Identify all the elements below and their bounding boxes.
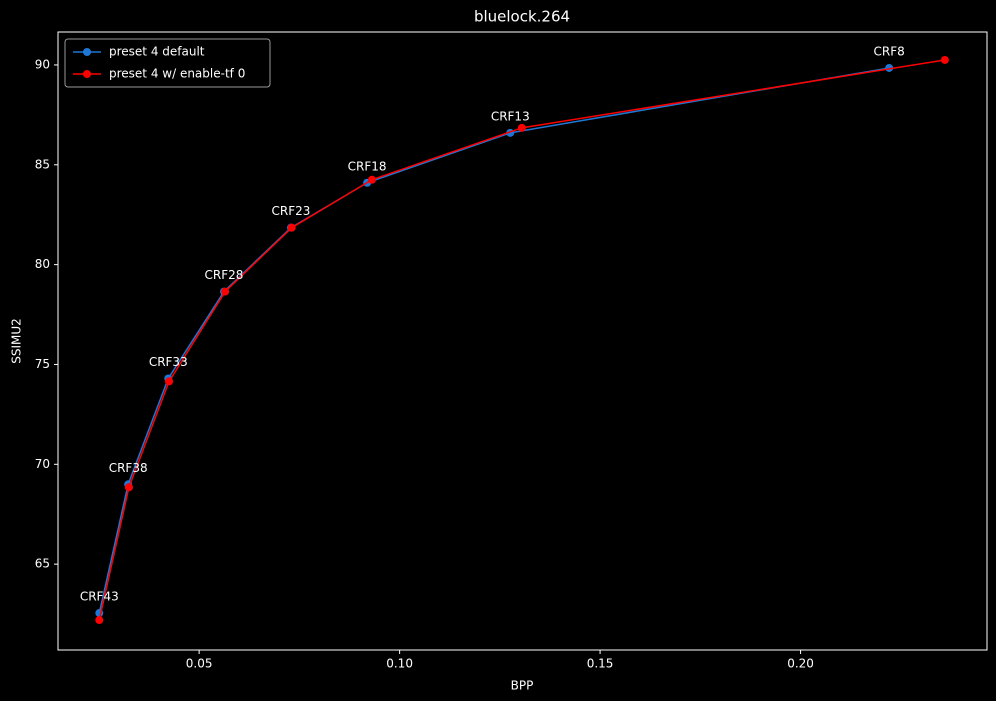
chart-title: bluelock.264 <box>474 8 570 26</box>
y-tick-label: 75 <box>35 357 50 371</box>
y-tick-label: 70 <box>35 457 50 471</box>
legend-marker <box>83 48 91 56</box>
x-tick-label: 0.10 <box>386 657 413 671</box>
legend-box <box>64 38 271 88</box>
point <box>940 55 949 64</box>
annotation: CRF18 <box>348 159 387 173</box>
annotation: CRF38 <box>109 461 148 475</box>
point <box>367 175 376 184</box>
annotation: CRF8 <box>874 44 905 58</box>
point <box>517 123 526 132</box>
x-tick-label: 0.20 <box>787 657 814 671</box>
series-line <box>98 59 946 621</box>
point <box>124 483 133 492</box>
point <box>95 616 104 625</box>
annotation: CRF43 <box>80 590 119 604</box>
legend-label: preset 4 default <box>109 45 205 59</box>
y-tick-label: 90 <box>35 57 50 71</box>
point <box>221 287 230 296</box>
annotation: CRF13 <box>491 109 530 123</box>
point <box>287 223 296 232</box>
x-tick-label: 0.05 <box>186 657 213 671</box>
annotation: CRF28 <box>205 268 244 282</box>
series-line <box>98 67 890 614</box>
plot-frame <box>57 31 988 651</box>
y-tick-label: 80 <box>35 257 50 271</box>
x-axis-label: BPP <box>511 679 534 693</box>
annotation: CRF33 <box>149 355 188 369</box>
point <box>165 377 174 386</box>
legend-marker <box>83 70 91 78</box>
y-tick-label: 85 <box>35 157 50 171</box>
y-axis-label: SSIMU2 <box>10 318 24 364</box>
annotation: CRF23 <box>272 204 311 218</box>
y-tick-label: 65 <box>35 557 50 571</box>
legend-label: preset 4 w/ enable-tf 0 <box>109 67 245 81</box>
x-tick-label: 0.15 <box>587 657 614 671</box>
